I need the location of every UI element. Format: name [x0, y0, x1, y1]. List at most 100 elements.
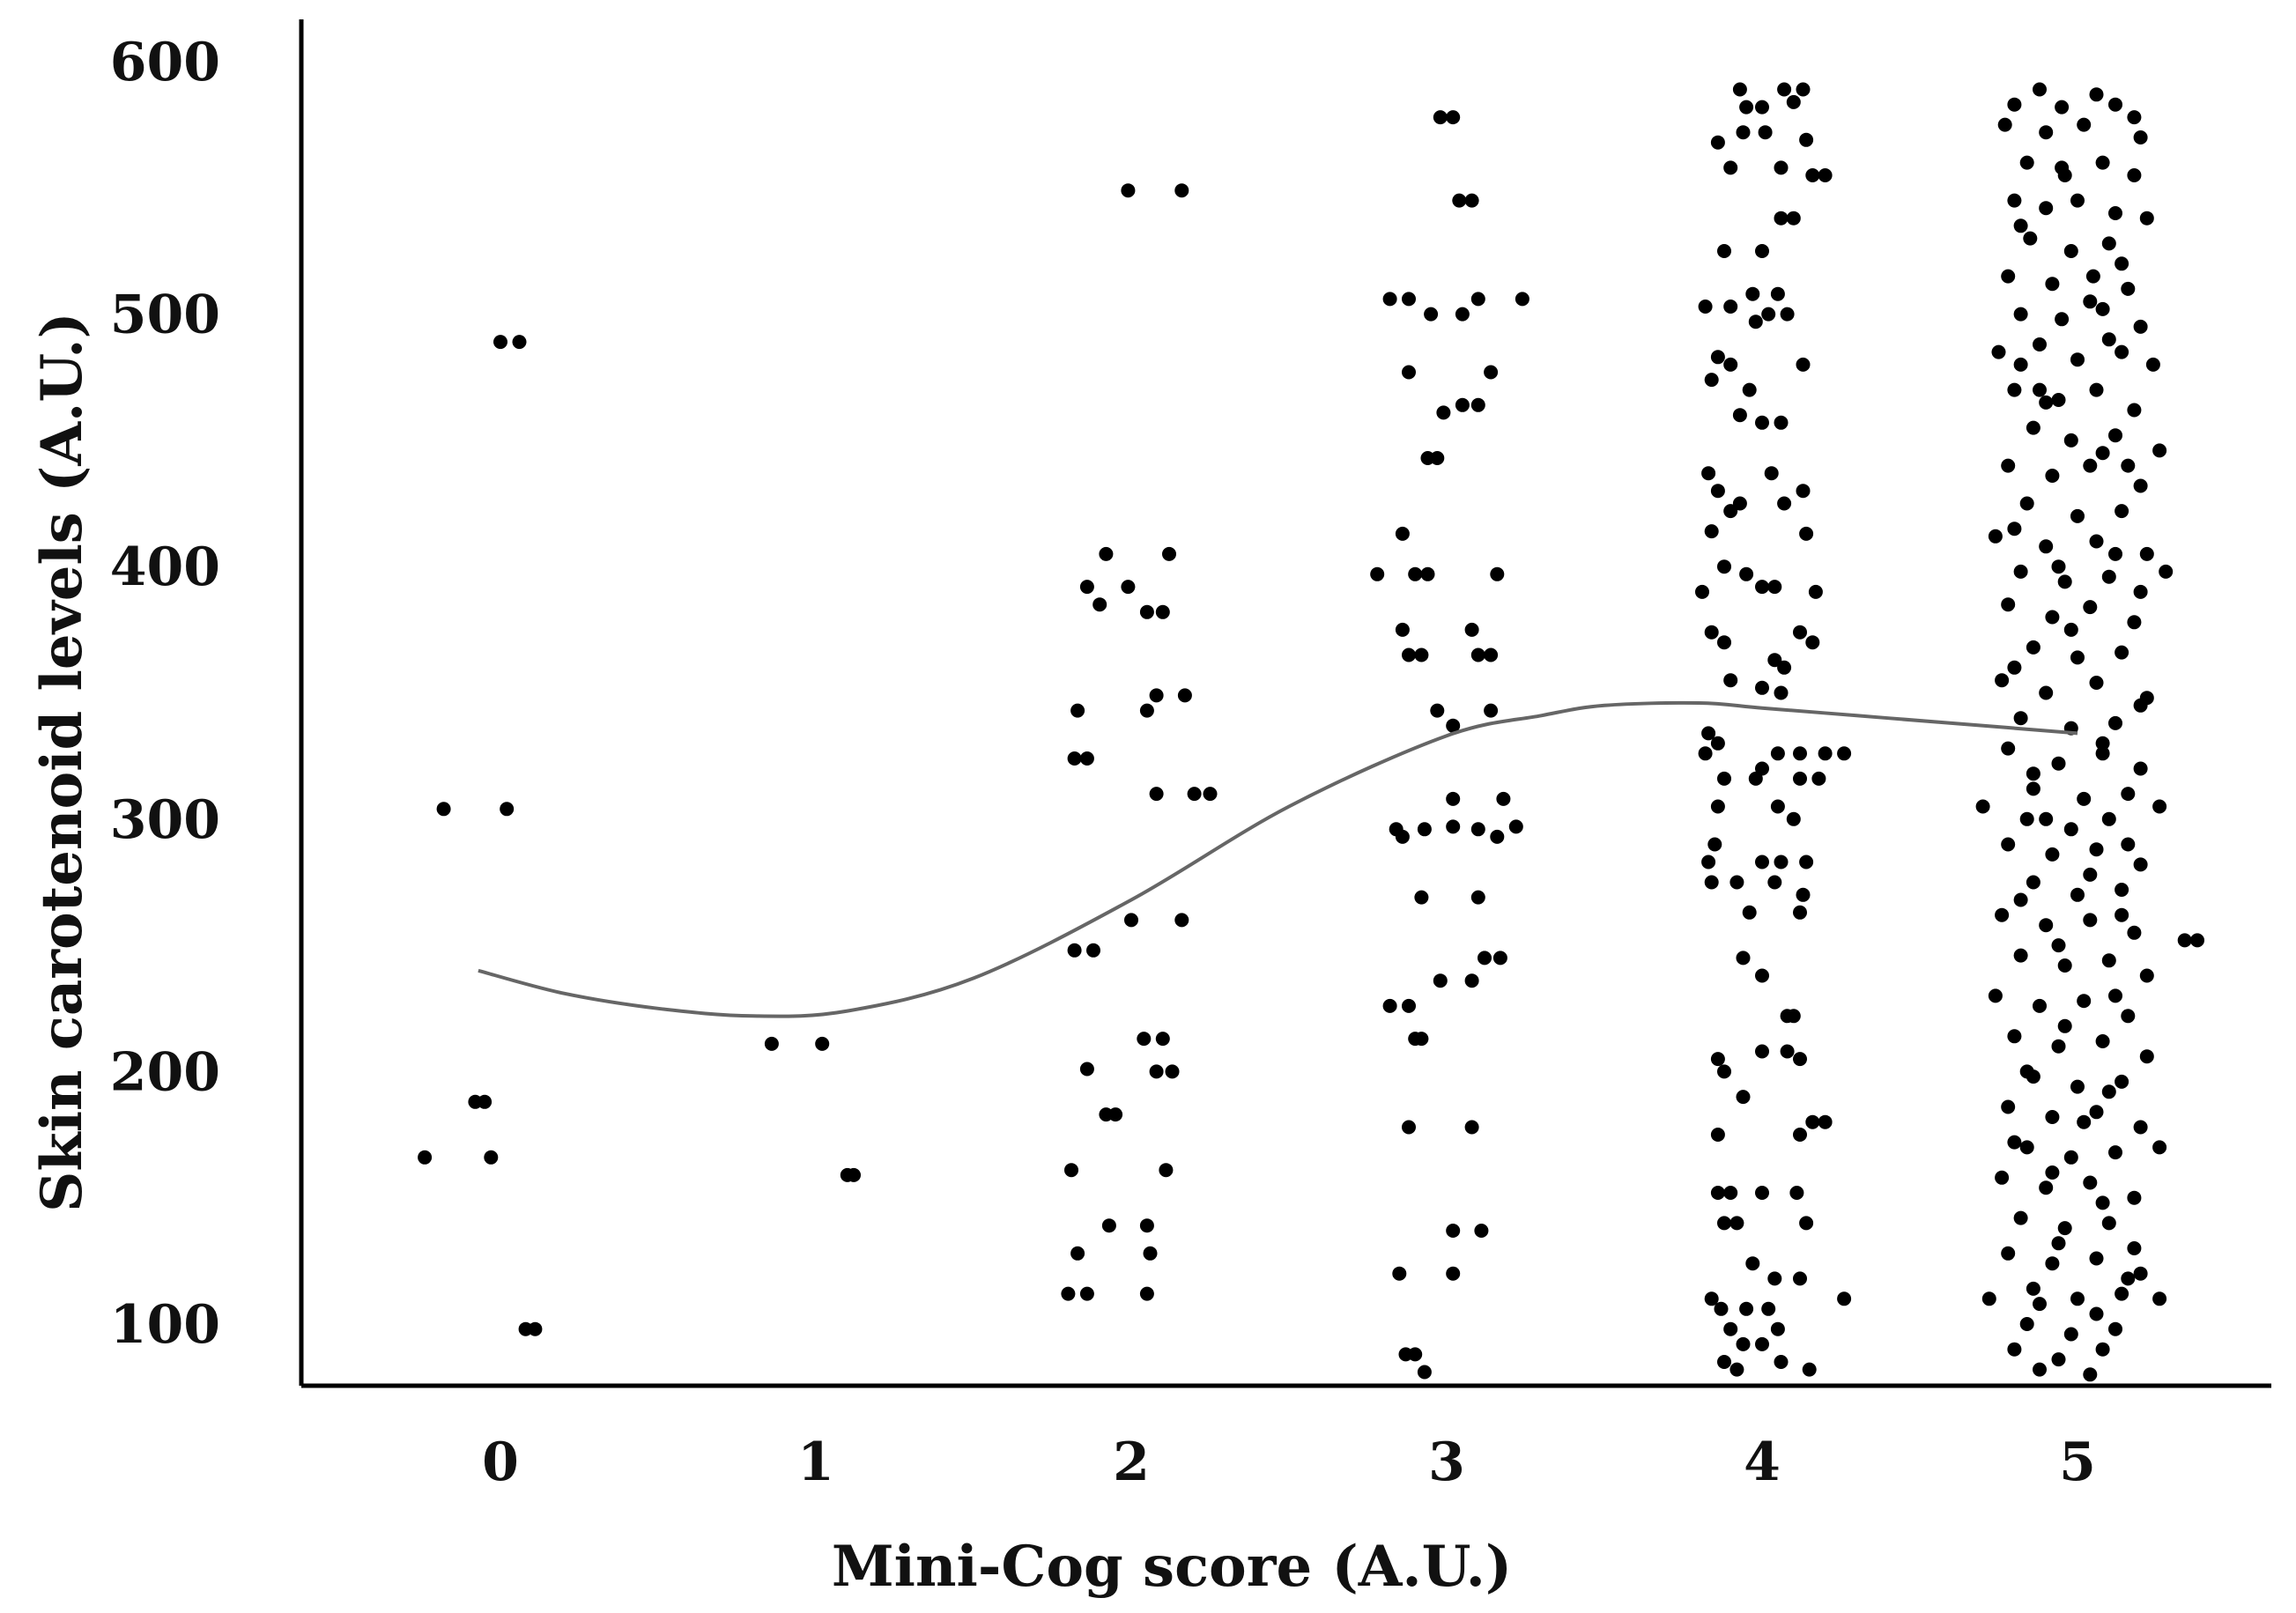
point-score-4-22 [1780, 307, 1795, 322]
point-score-5-76 [2026, 781, 2040, 796]
point-score-4-76 [1799, 855, 1814, 869]
point-score-5-16 [2070, 193, 2085, 208]
point-score-3-31 [1417, 822, 1432, 837]
point-score-5-145 [2101, 332, 2116, 347]
point-score-5-60 [2083, 600, 2098, 615]
point-score-5-7 [2039, 125, 2054, 140]
point-score-3-10 [1402, 365, 1416, 380]
point-score-2-13 [1067, 751, 1082, 766]
point-score-5-77 [2077, 791, 2092, 806]
point-score-4-55 [1755, 680, 1769, 695]
point-score-4-1 [1777, 82, 1792, 97]
point-score-5-123 [2127, 1190, 2142, 1205]
point-score-4-107 [1704, 1291, 1719, 1306]
point-score-3-1 [1446, 110, 1461, 125]
point-score-4-41 [1717, 559, 1731, 574]
point-score-4-112 [1723, 1321, 1738, 1336]
point-score-4-53 [1777, 660, 1792, 675]
point-score-5-78 [2121, 787, 2136, 802]
point-score-5-69 [2013, 711, 2028, 726]
point-score-5-132 [2070, 1291, 2085, 1306]
point-score-5-32 [2070, 352, 2085, 367]
point-score-4-56 [1774, 685, 1789, 700]
point-score-0-4 [493, 335, 507, 350]
point-score-3-27 [1484, 647, 1499, 662]
point-score-4-45 [1767, 580, 1782, 595]
point-score-4-40 [1704, 524, 1719, 539]
point-score-3-46 [1382, 998, 1397, 1013]
point-score-5-41 [2108, 428, 2122, 443]
point-score-5-115 [2133, 1120, 2148, 1135]
point-score-5-6 [1997, 117, 2012, 132]
point-score-4-62 [1793, 746, 1807, 761]
point-score-4-82 [1793, 905, 1807, 920]
point-score-3-5 [1402, 292, 1416, 307]
point-score-4-72 [1707, 837, 1722, 852]
point-score-5-42 [2152, 443, 2167, 458]
point-score-5-47 [2019, 496, 2034, 511]
point-score-3-12 [1436, 405, 1451, 420]
point-score-5-102 [2033, 998, 2047, 1013]
point-score-3-21 [1490, 566, 1505, 581]
point-score-4-115 [1770, 1321, 1785, 1336]
point-score-2-2 [1099, 546, 1114, 561]
point-score-5-1 [2033, 82, 2047, 97]
point-score-4-32 [1774, 415, 1789, 430]
point-score-4-89 [1755, 1044, 1769, 1059]
point-score-5-149 [2133, 584, 2148, 599]
point-score-5-90 [2115, 883, 2129, 897]
point-score-5-0 [2007, 97, 2022, 112]
point-score-1-1 [815, 1036, 830, 1051]
point-score-5-93 [2083, 913, 2098, 928]
point-score-4-69 [1710, 799, 1725, 814]
point-score-5-21 [2101, 236, 2116, 251]
point-score-5-155 [2108, 988, 2122, 1003]
point-score-4-25 [1710, 350, 1725, 365]
point-score-4-75 [1774, 855, 1789, 869]
point-score-4-83 [1736, 951, 1751, 966]
point-score-4-44 [1755, 580, 1769, 595]
point-score-4-116 [1717, 1355, 1731, 1369]
point-score-4-48 [1704, 625, 1719, 640]
point-score-4-70 [1770, 799, 1785, 814]
point-score-5-169 [2108, 546, 2122, 561]
point-score-3-17 [1395, 526, 1410, 541]
point-score-5-73 [2051, 756, 2066, 771]
point-score-0-1 [500, 802, 515, 817]
point-score-5-136 [2019, 1317, 2034, 1331]
point-score-5-49 [2115, 504, 2129, 519]
point-score-2-30 [1159, 1163, 1174, 1178]
point-score-4-31 [1755, 415, 1769, 430]
point-score-4-50 [1793, 625, 1807, 640]
point-score-4-93 [1805, 1114, 1820, 1129]
point-score-2-20 [1124, 913, 1138, 928]
point-score-5-87 [2133, 857, 2148, 872]
point-score-2-0 [1121, 183, 1136, 198]
point-score-2-34 [1143, 1246, 1158, 1261]
point-score-3-23 [1464, 622, 1479, 637]
point-score-5-148 [2051, 559, 2066, 574]
point-score-5-89 [2070, 887, 2085, 902]
point-score-4-84 [1755, 968, 1769, 983]
point-score-5-106 [2051, 1039, 2066, 1054]
point-score-5-173 [2083, 867, 2098, 882]
point-score-4-68 [1811, 771, 1826, 786]
point-score-4-98 [1723, 1186, 1738, 1200]
point-score-3-42 [1433, 973, 1448, 988]
point-score-5-122 [2083, 1175, 2098, 1190]
point-score-3-29 [1446, 718, 1461, 733]
point-score-4-5 [1755, 100, 1769, 115]
point-score-5-36 [2051, 393, 2066, 407]
point-score-4-21 [1761, 307, 1776, 322]
point-score-1-3 [847, 1167, 861, 1182]
point-score-2-22 [1079, 1062, 1094, 1077]
point-score-5-112 [2001, 1099, 2016, 1114]
point-score-5-100 [2139, 968, 2154, 983]
point-score-4-9 [1799, 132, 1814, 147]
point-score-4-58 [1710, 736, 1725, 751]
point-score-4-43 [1739, 566, 1754, 581]
point-score-5-62 [2026, 640, 2040, 655]
point-score-2-1 [1174, 183, 1189, 198]
data-points [418, 82, 2204, 1382]
point-score-5-152 [2039, 811, 2054, 826]
